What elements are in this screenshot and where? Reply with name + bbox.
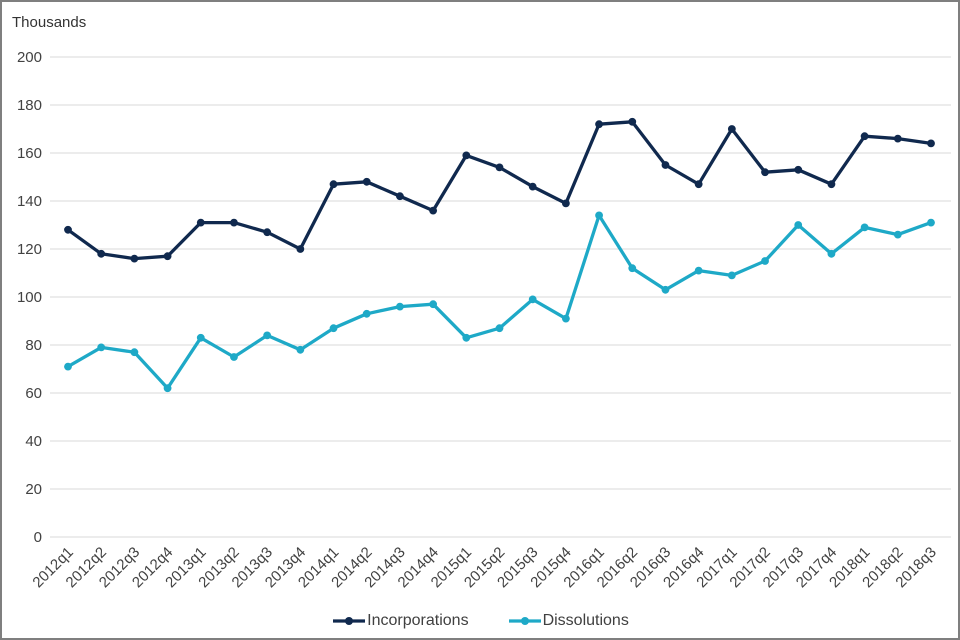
data-point-dissolutions xyxy=(362,309,371,318)
legend-marker-0 xyxy=(333,617,366,625)
data-point-incorporations xyxy=(263,228,272,237)
data-point-dissolutions xyxy=(661,285,670,294)
data-point-incorporations xyxy=(429,206,438,215)
data-point-incorporations xyxy=(230,218,238,227)
data-point-incorporations xyxy=(727,125,736,133)
y-tick-label: 60 xyxy=(25,385,42,402)
data-point-dissolutions xyxy=(396,302,404,311)
series-line-dissolutions xyxy=(66,213,933,390)
data-point-dissolutions xyxy=(296,345,305,354)
series-line-incorporations xyxy=(66,120,933,261)
data-point-dissolutions xyxy=(860,223,869,232)
data-point-incorporations xyxy=(927,139,935,148)
data-point-dissolutions xyxy=(97,343,106,352)
data-point-incorporations xyxy=(827,180,836,189)
data-point-dissolutions xyxy=(528,295,537,304)
legend-label-dissolutions: Dissolutions xyxy=(542,612,629,629)
legend-item-incorporations: Incorporations xyxy=(331,612,469,630)
data-point-incorporations xyxy=(794,165,803,174)
data-point-dissolutions xyxy=(263,331,272,340)
y-tick-label: 160 xyxy=(17,145,42,162)
legend-item-dissolutions: Dissolutions xyxy=(507,612,629,630)
data-point-incorporations xyxy=(893,134,902,143)
data-point-incorporations xyxy=(462,151,471,160)
data-point-incorporations xyxy=(329,180,338,189)
data-point-incorporations xyxy=(561,199,570,208)
data-point-incorporations xyxy=(64,225,72,234)
legend-label-incorporations: Incorporations xyxy=(367,612,469,629)
data-point-dissolutions xyxy=(761,257,769,265)
data-point-dissolutions xyxy=(130,348,139,357)
y-tick-label: 120 xyxy=(17,241,42,258)
legend-marker-1 xyxy=(508,617,541,625)
data-point-incorporations xyxy=(595,120,603,129)
data-point-incorporations xyxy=(97,249,106,258)
data-point-dissolutions xyxy=(329,324,338,333)
data-point-dissolutions xyxy=(561,314,570,323)
data-point-dissolutions xyxy=(893,230,902,239)
data-point-dissolutions xyxy=(595,211,603,220)
y-axis-unit-label: Thousands xyxy=(12,14,87,31)
data-point-dissolutions xyxy=(462,333,471,342)
data-point-incorporations xyxy=(196,218,205,227)
data-point-dissolutions xyxy=(827,249,836,258)
y-tick-label: 180 xyxy=(17,97,42,114)
data-point-dissolutions xyxy=(927,218,935,227)
data-point-dissolutions xyxy=(163,384,172,393)
data-point-dissolutions xyxy=(495,324,504,333)
data-point-incorporations xyxy=(130,254,139,263)
data-point-dissolutions xyxy=(694,266,703,275)
y-tick-label: 80 xyxy=(25,337,42,354)
data-point-incorporations xyxy=(296,245,305,253)
data-point-dissolutions xyxy=(196,333,205,342)
data-point-dissolutions xyxy=(230,353,238,361)
y-tick-label: 0 xyxy=(34,529,42,546)
data-point-incorporations xyxy=(396,192,404,201)
data-point-dissolutions xyxy=(794,221,803,229)
y-tick-label: 100 xyxy=(17,289,42,306)
data-point-incorporations xyxy=(362,177,371,186)
data-point-incorporations xyxy=(628,117,637,126)
data-point-incorporations xyxy=(495,163,504,172)
data-point-incorporations xyxy=(163,252,172,261)
data-point-incorporations xyxy=(661,161,670,169)
data-point-dissolutions xyxy=(727,271,736,280)
y-tick-label: 140 xyxy=(17,193,42,210)
data-point-dissolutions xyxy=(429,300,438,309)
data-point-incorporations xyxy=(860,132,869,141)
data-point-incorporations xyxy=(761,168,769,177)
y-tick-label: 40 xyxy=(25,433,42,450)
chart-legend: Incorporations Dissolutions xyxy=(2,612,958,630)
data-point-incorporations xyxy=(528,182,537,191)
data-point-dissolutions xyxy=(628,264,637,273)
y-tick-label: 20 xyxy=(25,481,42,498)
data-point-incorporations xyxy=(694,180,703,189)
data-point-dissolutions xyxy=(64,362,72,371)
y-tick-label: 200 xyxy=(17,49,42,66)
